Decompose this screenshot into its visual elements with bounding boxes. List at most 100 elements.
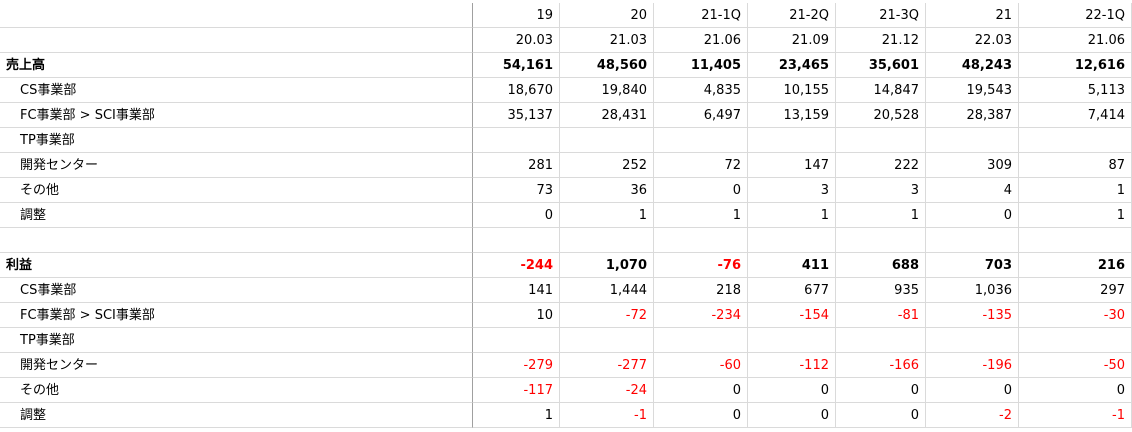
value-cell[interactable]: 13,159: [748, 103, 836, 128]
value-cell[interactable]: 0: [654, 403, 748, 428]
value-cell[interactable]: 147: [748, 153, 836, 178]
value-cell[interactable]: 222: [836, 153, 926, 178]
value-cell[interactable]: -60: [654, 353, 748, 378]
period-header-cell[interactable]: 21-2Q: [748, 3, 836, 28]
value-cell[interactable]: 28,431: [560, 103, 654, 128]
value-cell[interactable]: [473, 228, 560, 253]
date-header-cell[interactable]: 20.03: [473, 28, 560, 53]
value-cell[interactable]: 0: [654, 378, 748, 403]
row-label-cell[interactable]: FC事業部 > SCI事業部: [0, 303, 473, 328]
row-label-cell[interactable]: 利益: [0, 253, 473, 278]
row-label-cell[interactable]: その他: [0, 178, 473, 203]
value-cell[interactable]: -30: [1019, 303, 1132, 328]
value-cell[interactable]: [654, 328, 748, 353]
value-cell[interactable]: 0: [926, 378, 1019, 403]
value-cell[interactable]: 1: [748, 203, 836, 228]
value-cell[interactable]: 19,543: [926, 78, 1019, 103]
value-cell[interactable]: [1019, 128, 1132, 153]
row-label-cell[interactable]: TP事業部: [0, 328, 473, 353]
value-cell[interactable]: -24: [560, 378, 654, 403]
row-label-cell[interactable]: 開発センター: [0, 353, 473, 378]
value-cell[interactable]: 1,444: [560, 278, 654, 303]
value-cell[interactable]: 72: [654, 153, 748, 178]
value-cell[interactable]: 0: [836, 403, 926, 428]
value-cell[interactable]: 10: [473, 303, 560, 328]
value-cell[interactable]: -135: [926, 303, 1019, 328]
value-cell[interactable]: 5,113: [1019, 78, 1132, 103]
value-cell[interactable]: 18,670: [473, 78, 560, 103]
row-label-cell[interactable]: その他: [0, 378, 473, 403]
row-label-cell[interactable]: 売上高: [0, 53, 473, 78]
date-header-cell[interactable]: 21.03: [560, 28, 654, 53]
value-cell[interactable]: -277: [560, 353, 654, 378]
date-header-cell[interactable]: 22.03: [926, 28, 1019, 53]
value-cell[interactable]: 6,497: [654, 103, 748, 128]
row-label-cell[interactable]: CS事業部: [0, 78, 473, 103]
period-header-cell[interactable]: 21: [926, 3, 1019, 28]
value-cell[interactable]: 48,243: [926, 53, 1019, 78]
value-cell[interactable]: 0: [926, 203, 1019, 228]
value-cell[interactable]: [560, 228, 654, 253]
value-cell[interactable]: 48,560: [560, 53, 654, 78]
value-cell[interactable]: 1: [1019, 203, 1132, 228]
value-cell[interactable]: 297: [1019, 278, 1132, 303]
value-cell[interactable]: [748, 328, 836, 353]
value-cell[interactable]: [473, 128, 560, 153]
row-label-cell[interactable]: [0, 28, 473, 53]
period-header-cell[interactable]: 22-1Q: [1019, 3, 1132, 28]
value-cell[interactable]: 73: [473, 178, 560, 203]
value-cell[interactable]: -279: [473, 353, 560, 378]
value-cell[interactable]: 1: [560, 203, 654, 228]
value-cell[interactable]: 0: [473, 203, 560, 228]
value-cell[interactable]: 20,528: [836, 103, 926, 128]
row-label-cell[interactable]: 調整: [0, 203, 473, 228]
row-label-cell[interactable]: [0, 3, 473, 28]
value-cell[interactable]: 28,387: [926, 103, 1019, 128]
value-cell[interactable]: [1019, 228, 1132, 253]
value-cell[interactable]: 19,840: [560, 78, 654, 103]
value-cell[interactable]: [926, 328, 1019, 353]
value-cell[interactable]: 281: [473, 153, 560, 178]
value-cell[interactable]: [748, 128, 836, 153]
row-label-cell[interactable]: TP事業部: [0, 128, 473, 153]
value-cell[interactable]: 54,161: [473, 53, 560, 78]
value-cell[interactable]: 14,847: [836, 78, 926, 103]
value-cell[interactable]: 35,601: [836, 53, 926, 78]
value-cell[interactable]: 216: [1019, 253, 1132, 278]
value-cell[interactable]: -244: [473, 253, 560, 278]
value-cell[interactable]: [926, 128, 1019, 153]
value-cell[interactable]: -1: [1019, 403, 1132, 428]
value-cell[interactable]: 0: [748, 403, 836, 428]
value-cell[interactable]: 688: [836, 253, 926, 278]
date-header-cell[interactable]: 21.09: [748, 28, 836, 53]
date-header-cell[interactable]: 21.12: [836, 28, 926, 53]
value-cell[interactable]: -166: [836, 353, 926, 378]
value-cell[interactable]: -81: [836, 303, 926, 328]
value-cell[interactable]: 7,414: [1019, 103, 1132, 128]
value-cell[interactable]: 677: [748, 278, 836, 303]
value-cell[interactable]: 252: [560, 153, 654, 178]
period-header-cell[interactable]: 19: [473, 3, 560, 28]
value-cell[interactable]: [473, 328, 560, 353]
value-cell[interactable]: 23,465: [748, 53, 836, 78]
value-cell[interactable]: [654, 128, 748, 153]
value-cell[interactable]: 218: [654, 278, 748, 303]
value-cell[interactable]: 3: [836, 178, 926, 203]
value-cell[interactable]: 0: [836, 378, 926, 403]
value-cell[interactable]: [926, 228, 1019, 253]
value-cell[interactable]: 703: [926, 253, 1019, 278]
value-cell[interactable]: 1: [473, 403, 560, 428]
period-header-cell[interactable]: 21-1Q: [654, 3, 748, 28]
row-label-cell[interactable]: [0, 228, 473, 253]
value-cell[interactable]: 1: [654, 203, 748, 228]
value-cell[interactable]: 87: [1019, 153, 1132, 178]
value-cell[interactable]: [560, 128, 654, 153]
row-label-cell[interactable]: FC事業部 > SCI事業部: [0, 103, 473, 128]
value-cell[interactable]: 0: [654, 178, 748, 203]
value-cell[interactable]: 10,155: [748, 78, 836, 103]
value-cell[interactable]: -72: [560, 303, 654, 328]
value-cell[interactable]: -1: [560, 403, 654, 428]
value-cell[interactable]: 1,070: [560, 253, 654, 278]
value-cell[interactable]: [1019, 328, 1132, 353]
value-cell[interactable]: [836, 328, 926, 353]
